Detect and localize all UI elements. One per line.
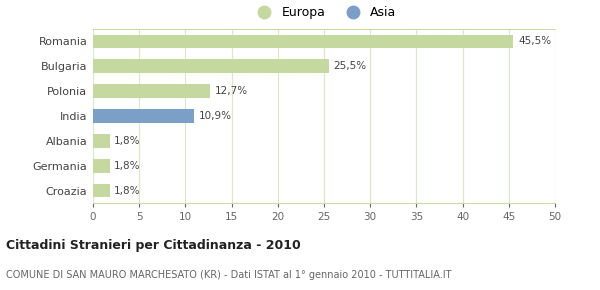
- Bar: [93, 35, 514, 48]
- Text: 45,5%: 45,5%: [518, 37, 551, 46]
- Text: 1,8%: 1,8%: [114, 186, 141, 195]
- Legend: Europa, Asia: Europa, Asia: [251, 6, 397, 19]
- Bar: [93, 84, 211, 98]
- Text: 1,8%: 1,8%: [114, 136, 141, 146]
- Bar: [93, 109, 194, 123]
- Bar: [93, 159, 110, 173]
- Bar: [93, 134, 110, 148]
- Text: 1,8%: 1,8%: [114, 161, 141, 171]
- Text: Cittadini Stranieri per Cittadinanza - 2010: Cittadini Stranieri per Cittadinanza - 2…: [6, 239, 301, 252]
- Text: COMUNE DI SAN MAURO MARCHESATO (KR) - Dati ISTAT al 1° gennaio 2010 - TUTTITALIA: COMUNE DI SAN MAURO MARCHESATO (KR) - Da…: [6, 270, 452, 280]
- Bar: [93, 59, 329, 73]
- Text: 25,5%: 25,5%: [333, 61, 367, 71]
- Text: 12,7%: 12,7%: [215, 86, 248, 96]
- Bar: [93, 184, 110, 197]
- Text: 10,9%: 10,9%: [199, 111, 232, 121]
